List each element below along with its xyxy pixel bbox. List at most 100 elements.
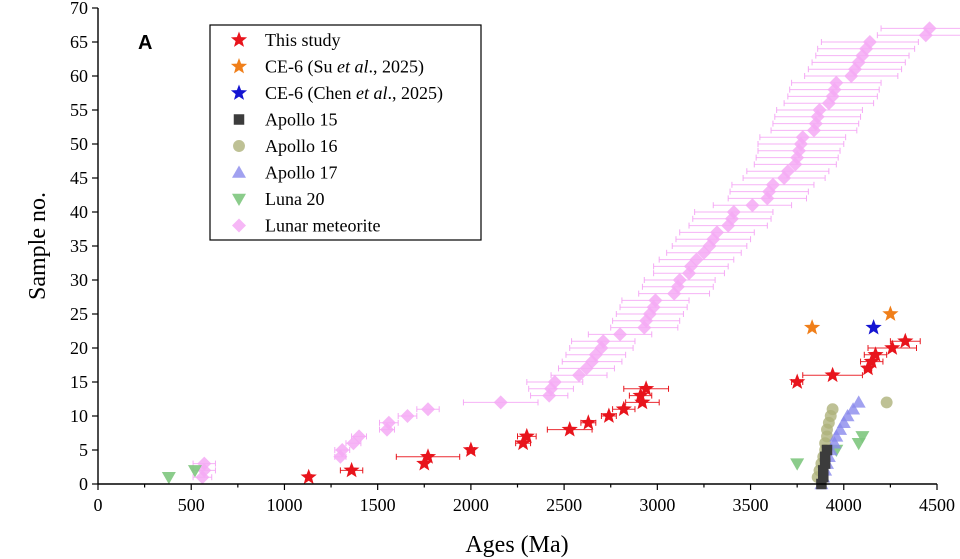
ce-6-su-et-al-2025-point xyxy=(804,319,821,335)
x-tick-label: 2000 xyxy=(453,495,489,515)
x-tick-label: 1000 xyxy=(266,495,302,515)
y-tick-label: 60 xyxy=(70,66,88,86)
legend-marker xyxy=(233,140,245,152)
panel-label: A xyxy=(138,32,152,54)
apollo-17-point xyxy=(846,402,861,415)
legend-label: Apollo 16 xyxy=(265,136,338,156)
y-axis-ticks: 0 5 10 15 20 25 30 35 40 45 50 55 60 65 70 xyxy=(70,0,98,494)
y-tick-label: 45 xyxy=(70,168,88,188)
lunar-meteorite-point xyxy=(381,415,396,430)
this-study-point xyxy=(824,366,841,383)
apollo-16-point xyxy=(826,403,839,416)
luna-20-point xyxy=(187,465,202,478)
x-tick-label: 3000 xyxy=(639,495,675,515)
y-tick-label: 0 xyxy=(79,474,88,494)
y-tick-label: 5 xyxy=(79,440,88,460)
lunar-meteorite-point xyxy=(400,409,415,423)
y-tick-label: 20 xyxy=(70,338,88,358)
apollo-15-point xyxy=(818,465,829,476)
this-study-point xyxy=(561,421,578,437)
y-tick-label: 50 xyxy=(70,134,88,154)
this-study-point xyxy=(634,393,651,410)
apollo-17-point xyxy=(836,415,851,429)
this-study-point xyxy=(300,468,317,485)
x-tick-label: 3500 xyxy=(733,495,769,515)
x-axis-title: Ages (Ma) xyxy=(465,532,568,558)
lunar-meteorite-point xyxy=(613,327,628,342)
this-study-point xyxy=(600,407,617,423)
ce-6-chen-et-al-2025-point xyxy=(865,319,882,335)
this-study-point xyxy=(419,448,437,464)
this-study-point xyxy=(867,346,884,362)
lunar-meteorite-point xyxy=(596,334,611,349)
legend-label: Apollo 15 xyxy=(265,110,338,130)
lunar-meteorite-point xyxy=(745,198,760,213)
this-study-point xyxy=(462,441,479,457)
y-tick-label: 15 xyxy=(70,372,88,392)
this-study-point xyxy=(615,400,632,417)
x-tick-label: 1500 xyxy=(360,495,396,515)
x-tick-label: 4500 xyxy=(919,495,955,515)
legend: This study CE-6 (Su et al., 2025) CE-6 (Ch… xyxy=(209,24,482,241)
legend-label: CE-6 (Su et al., 2025) xyxy=(265,57,424,78)
lunar-meteorite-point xyxy=(421,402,436,417)
lunar-meteorite-point xyxy=(765,177,780,192)
lunar-meteorite-point xyxy=(709,225,724,240)
legend-label: CE-6 (Chen et al., 2025) xyxy=(265,83,443,104)
legend-marker xyxy=(230,31,248,47)
lunar-meteorite-point xyxy=(352,429,367,444)
this-study-point xyxy=(343,461,360,478)
apollo-15-point xyxy=(821,444,833,456)
ce-6-su-et-al-2025-point xyxy=(882,305,899,321)
lunar-meteorite-point xyxy=(780,164,795,179)
this-study-point xyxy=(638,380,655,396)
legend-marker xyxy=(230,84,248,100)
this-study-point xyxy=(884,339,901,355)
x-tick-label: 500 xyxy=(178,495,205,515)
lunar-meteorite-point xyxy=(847,62,862,77)
apollo-17-point xyxy=(840,409,855,422)
data-points xyxy=(161,21,937,490)
y-tick-label: 55 xyxy=(70,100,88,120)
legend-box xyxy=(209,24,482,241)
y-tick-label: 10 xyxy=(70,406,88,426)
lunar-meteorite-point xyxy=(812,103,827,117)
x-axis-ticks: 0 500 1000 1500 2000 2500 3000 3500 4000 4500 xyxy=(94,484,955,515)
y-tick-label: 65 xyxy=(70,32,88,52)
y-tick-label: 30 xyxy=(70,270,88,290)
this-study-point xyxy=(518,427,535,444)
apollo-15-point xyxy=(819,458,831,469)
legend-label: Apollo 17 xyxy=(265,163,338,183)
legend-marker xyxy=(232,193,246,206)
this-study-point xyxy=(632,387,649,403)
x-tick-label: 2500 xyxy=(546,495,582,515)
apollo-16-point xyxy=(880,396,893,409)
this-study-point xyxy=(897,332,914,349)
lunar-meteorite-point xyxy=(672,273,687,287)
lunar-meteorite-point xyxy=(572,368,587,383)
lunar-meteorite-point xyxy=(335,443,350,457)
lunar-meteorite-point xyxy=(726,205,741,219)
x-tick-label: 0 xyxy=(94,495,103,515)
lunar-meteorite-point xyxy=(648,293,663,308)
apollo-15-point xyxy=(819,451,831,463)
apollo-15-point xyxy=(818,471,829,483)
apollo-17-point xyxy=(851,395,866,408)
this-study-point xyxy=(580,414,597,430)
apollo-17-point xyxy=(829,429,844,442)
lunar-meteorite-point xyxy=(547,375,562,389)
legend-label: This study xyxy=(265,30,341,50)
lunar-meteorite-point xyxy=(795,130,810,145)
luna-20-point xyxy=(790,458,805,471)
lunar-meteorite-point xyxy=(689,252,704,267)
legend-marker xyxy=(232,165,246,178)
lunar-meteorite-point xyxy=(862,35,877,49)
this-study-point xyxy=(789,373,806,389)
lunar-meteorite-point xyxy=(922,21,937,36)
luna-20-point xyxy=(161,471,176,485)
y-axis-title: Sample no. xyxy=(25,192,51,300)
lunar-meteorite-point xyxy=(493,395,508,410)
x-tick-label: 4000 xyxy=(826,495,862,515)
y-tick-label: 25 xyxy=(70,304,88,324)
